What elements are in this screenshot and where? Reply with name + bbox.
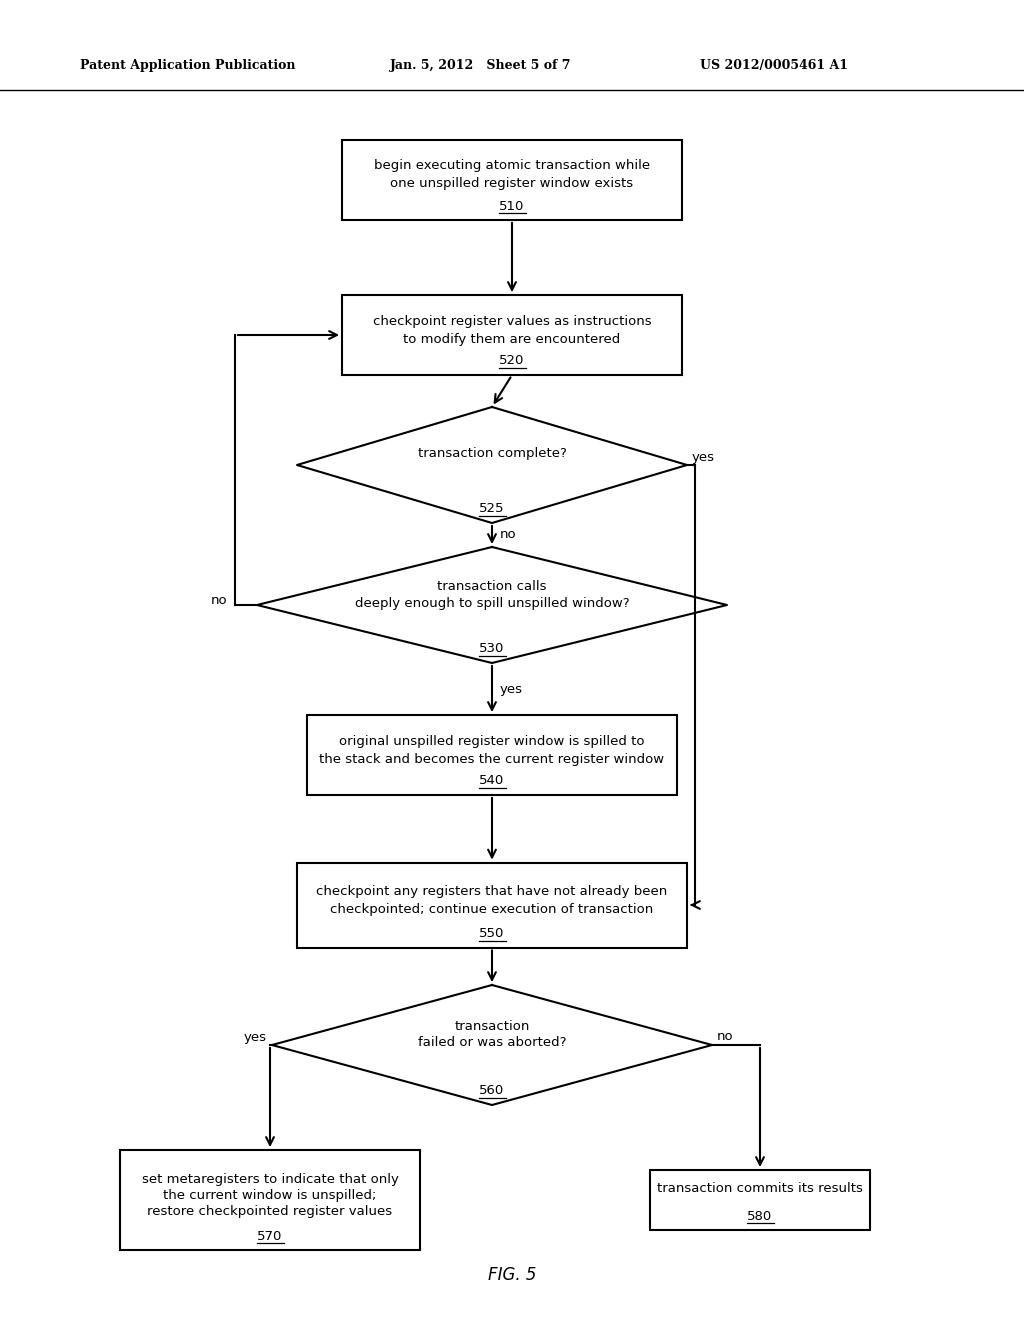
Text: 560: 560 bbox=[479, 1085, 505, 1097]
Text: US 2012/0005461 A1: US 2012/0005461 A1 bbox=[700, 58, 848, 71]
Text: transaction calls: transaction calls bbox=[437, 581, 547, 594]
Bar bbox=[297, 862, 687, 948]
Text: 520: 520 bbox=[500, 355, 524, 367]
Bar bbox=[342, 140, 682, 220]
Text: FIG. 5: FIG. 5 bbox=[487, 1266, 537, 1284]
Bar bbox=[650, 1170, 870, 1230]
Bar bbox=[307, 715, 677, 795]
Text: one unspilled register window exists: one unspilled register window exists bbox=[390, 177, 634, 190]
Text: 540: 540 bbox=[479, 775, 505, 788]
Text: no: no bbox=[500, 528, 517, 541]
Text: transaction: transaction bbox=[455, 1020, 529, 1034]
Text: checkpoint any registers that have not already been: checkpoint any registers that have not a… bbox=[316, 884, 668, 898]
Text: 550: 550 bbox=[479, 927, 505, 940]
Text: 510: 510 bbox=[500, 199, 524, 213]
Polygon shape bbox=[272, 985, 712, 1105]
Text: no: no bbox=[210, 594, 227, 606]
Text: yes: yes bbox=[500, 682, 523, 696]
Text: to modify them are encountered: to modify them are encountered bbox=[403, 333, 621, 346]
Text: transaction commits its results: transaction commits its results bbox=[657, 1181, 863, 1195]
Text: deeply enough to spill unspilled window?: deeply enough to spill unspilled window? bbox=[354, 597, 630, 610]
Text: yes: yes bbox=[692, 450, 715, 463]
Text: Patent Application Publication: Patent Application Publication bbox=[80, 58, 296, 71]
Text: checkpointed; continue execution of transaction: checkpointed; continue execution of tran… bbox=[331, 903, 653, 916]
Text: Jan. 5, 2012   Sheet 5 of 7: Jan. 5, 2012 Sheet 5 of 7 bbox=[390, 58, 571, 71]
Bar bbox=[120, 1150, 420, 1250]
Text: set metaregisters to indicate that only: set metaregisters to indicate that only bbox=[141, 1173, 398, 1187]
Text: transaction complete?: transaction complete? bbox=[418, 446, 566, 459]
Text: yes: yes bbox=[244, 1031, 267, 1044]
Text: checkpoint register values as instructions: checkpoint register values as instructio… bbox=[373, 314, 651, 327]
Text: the stack and becomes the current register window: the stack and becomes the current regist… bbox=[319, 752, 665, 766]
Polygon shape bbox=[297, 407, 687, 523]
Bar bbox=[342, 294, 682, 375]
Polygon shape bbox=[257, 546, 727, 663]
Text: restore checkpointed register values: restore checkpointed register values bbox=[147, 1204, 392, 1217]
Text: 570: 570 bbox=[257, 1229, 283, 1242]
Text: 580: 580 bbox=[748, 1209, 773, 1222]
Text: failed or was aborted?: failed or was aborted? bbox=[418, 1036, 566, 1049]
Text: 530: 530 bbox=[479, 643, 505, 656]
Text: no: no bbox=[717, 1031, 733, 1044]
Text: original unspilled register window is spilled to: original unspilled register window is sp… bbox=[339, 734, 645, 747]
Text: 525: 525 bbox=[479, 503, 505, 516]
Text: the current window is unspilled;: the current window is unspilled; bbox=[163, 1188, 377, 1201]
Text: begin executing atomic transaction while: begin executing atomic transaction while bbox=[374, 160, 650, 173]
